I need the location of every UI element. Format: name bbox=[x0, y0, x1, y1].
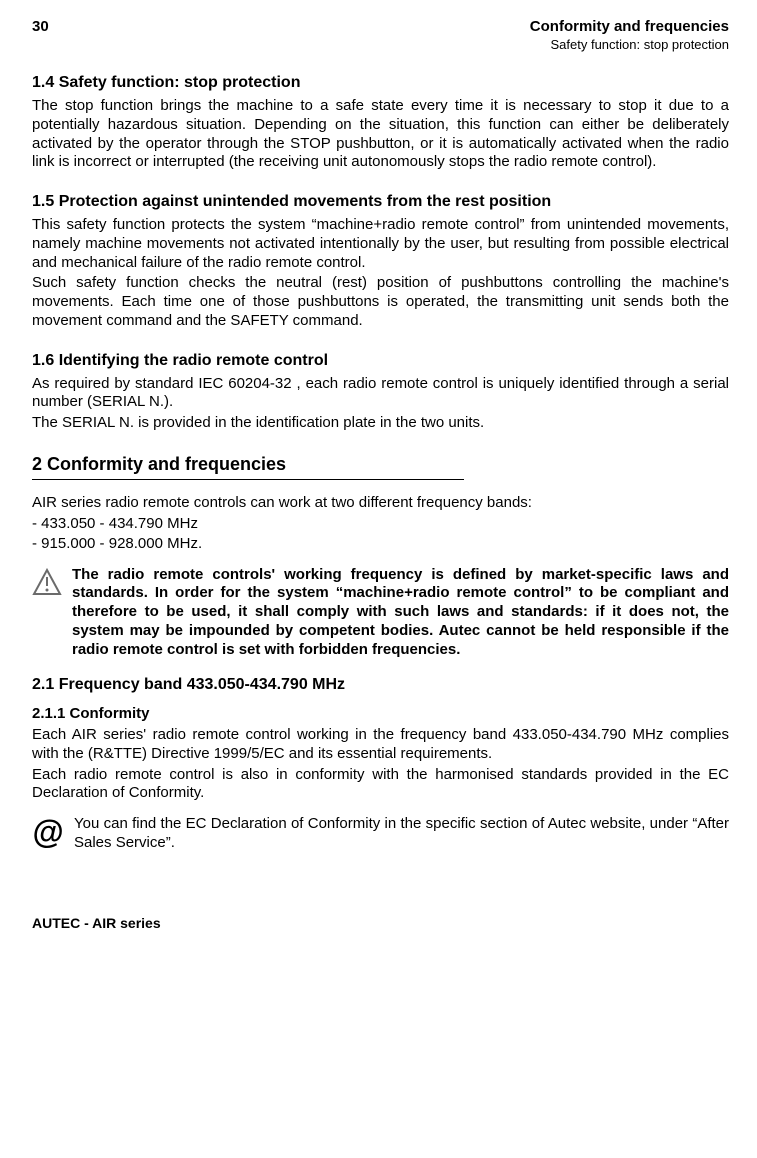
heading-1-6: 1.6 Identifying the radio remote control bbox=[32, 351, 729, 371]
header-title: Conformity and frequencies bbox=[530, 18, 729, 37]
at-note: @ You can find the EC Declaration of Con… bbox=[32, 815, 729, 855]
svg-text:@: @ bbox=[32, 817, 63, 849]
body-1-4: The stop function brings the machine to … bbox=[32, 97, 729, 172]
at-note-text: You can find the EC Declaration of Confo… bbox=[74, 815, 729, 853]
chapter-2-intro: AIR series radio remote controls can wor… bbox=[32, 494, 729, 513]
header-subtitle: Safety function: stop protection bbox=[530, 37, 729, 53]
footer-text: AUTEC - AIR series bbox=[32, 915, 729, 933]
body-2-1-1-b: Each radio remote control is also in con… bbox=[32, 766, 729, 804]
page-number: 30 bbox=[32, 18, 49, 37]
header-right: Conformity and frequencies Safety functi… bbox=[530, 18, 729, 53]
body-1-5-b: Such safety function checks the neutral … bbox=[32, 274, 729, 330]
warning-note-text: The radio remote controls' working frequ… bbox=[72, 566, 729, 660]
at-sign-icon: @ bbox=[32, 817, 64, 855]
body-1-5-a: This safety function protects the system… bbox=[32, 216, 729, 272]
heading-2-1: 2.1 Frequency band 433.050-434.790 MHz bbox=[32, 675, 729, 695]
body-1-6-b: The SERIAL N. is provided in the identif… bbox=[32, 414, 729, 433]
heading-1-4: 1.4 Safety function: stop protection bbox=[32, 73, 729, 93]
chapter-2-rule: 2 Conformity and frequencies bbox=[32, 435, 464, 481]
band-item-2: 915.000 - 928.000 MHz. bbox=[32, 535, 729, 554]
body-2-1-1-a: Each AIR series' radio remote control wo… bbox=[32, 726, 729, 764]
heading-2-1-1: 2.1.1 Conformity bbox=[32, 705, 729, 724]
warning-note: The radio remote controls' working frequ… bbox=[32, 566, 729, 660]
heading-2: 2 Conformity and frequencies bbox=[32, 453, 286, 478]
frequency-band-list: 433.050 - 434.790 MHz 915.000 - 928.000 … bbox=[32, 515, 729, 554]
warning-triangle-icon bbox=[32, 568, 62, 602]
body-1-6-a: As required by standard IEC 60204-32 , e… bbox=[32, 375, 729, 413]
band-item-1: 433.050 - 434.790 MHz bbox=[32, 515, 729, 534]
heading-1-5: 1.5 Protection against unintended moveme… bbox=[32, 192, 729, 212]
page-header: 30 Conformity and frequencies Safety fun… bbox=[32, 18, 729, 53]
